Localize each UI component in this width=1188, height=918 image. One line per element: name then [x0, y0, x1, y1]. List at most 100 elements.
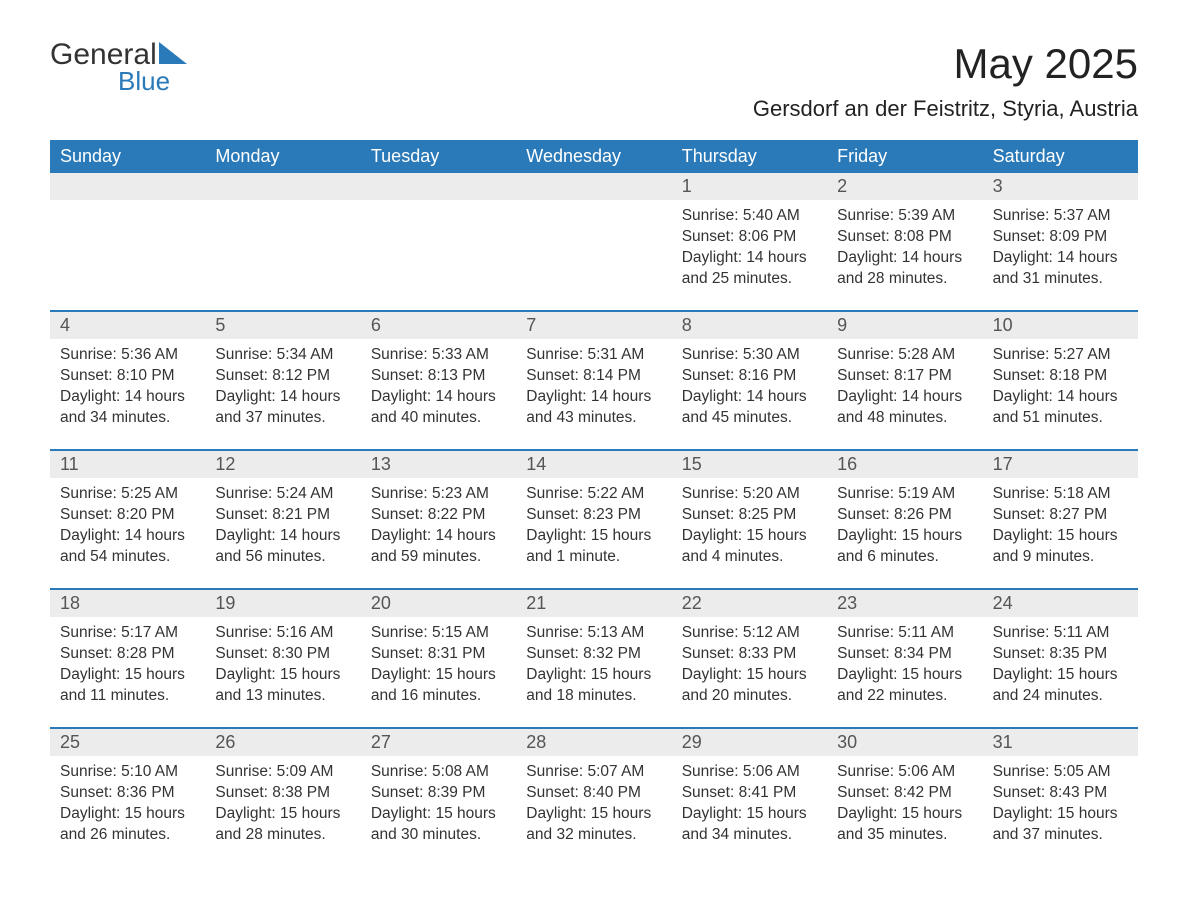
day-number: 21: [516, 590, 671, 617]
weeks-container: 123Sunrise: 5:40 AMSunset: 8:06 PMDaylig…: [50, 173, 1138, 866]
daylight-text: Daylight: 15 hours and 11 minutes.: [60, 665, 195, 707]
day-number: [50, 173, 205, 200]
day-number: 20: [361, 590, 516, 617]
sunset-text: Sunset: 8:08 PM: [837, 227, 972, 248]
day-cell: [50, 200, 205, 310]
day-number: 3: [983, 173, 1138, 200]
sunrise-text: Sunrise: 5:11 AM: [993, 623, 1128, 644]
location-text: Gersdorf an der Feistritz, Styria, Austr…: [753, 96, 1138, 122]
sunset-text: Sunset: 8:31 PM: [371, 644, 506, 665]
sunrise-text: Sunrise: 5:22 AM: [526, 484, 661, 505]
brand-sub: Blue: [118, 66, 187, 97]
day-cell: Sunrise: 5:16 AMSunset: 8:30 PMDaylight:…: [205, 617, 360, 727]
day-number: 1: [672, 173, 827, 200]
daylight-text: Daylight: 14 hours and 25 minutes.: [682, 248, 817, 290]
daylight-text: Daylight: 15 hours and 4 minutes.: [682, 526, 817, 568]
sunset-text: Sunset: 8:42 PM: [837, 783, 972, 804]
sunset-text: Sunset: 8:34 PM: [837, 644, 972, 665]
sunrise-text: Sunrise: 5:33 AM: [371, 345, 506, 366]
sunset-text: Sunset: 8:40 PM: [526, 783, 661, 804]
daylight-text: Daylight: 15 hours and 22 minutes.: [837, 665, 972, 707]
week-row: 11121314151617Sunrise: 5:25 AMSunset: 8:…: [50, 449, 1138, 588]
title-block: May 2025 Gersdorf an der Feistritz, Styr…: [753, 40, 1138, 122]
sunrise-text: Sunrise: 5:05 AM: [993, 762, 1128, 783]
daylight-text: Daylight: 15 hours and 18 minutes.: [526, 665, 661, 707]
sunset-text: Sunset: 8:18 PM: [993, 366, 1128, 387]
day-cell: Sunrise: 5:39 AMSunset: 8:08 PMDaylight:…: [827, 200, 982, 310]
daylight-text: Daylight: 15 hours and 37 minutes.: [993, 804, 1128, 846]
day-number: 18: [50, 590, 205, 617]
weekday-label: Friday: [827, 140, 982, 173]
sunrise-text: Sunrise: 5:11 AM: [837, 623, 972, 644]
daylight-text: Daylight: 15 hours and 6 minutes.: [837, 526, 972, 568]
triangle-icon: [159, 42, 187, 68]
day-cell: Sunrise: 5:06 AMSunset: 8:42 PMDaylight:…: [827, 756, 982, 866]
day-number: 28: [516, 729, 671, 756]
day-cell: Sunrise: 5:06 AMSunset: 8:41 PMDaylight:…: [672, 756, 827, 866]
sunrise-text: Sunrise: 5:37 AM: [993, 206, 1128, 227]
day-cell: Sunrise: 5:22 AMSunset: 8:23 PMDaylight:…: [516, 478, 671, 588]
day-number: 5: [205, 312, 360, 339]
daylight-text: Daylight: 14 hours and 45 minutes.: [682, 387, 817, 429]
sunrise-text: Sunrise: 5:40 AM: [682, 206, 817, 227]
sunrise-text: Sunrise: 5:07 AM: [526, 762, 661, 783]
sunrise-text: Sunrise: 5:10 AM: [60, 762, 195, 783]
daylight-text: Daylight: 14 hours and 54 minutes.: [60, 526, 195, 568]
sunrise-text: Sunrise: 5:06 AM: [682, 762, 817, 783]
day-number: 13: [361, 451, 516, 478]
sunset-text: Sunset: 8:32 PM: [526, 644, 661, 665]
day-cell: Sunrise: 5:09 AMSunset: 8:38 PMDaylight:…: [205, 756, 360, 866]
day-number: 26: [205, 729, 360, 756]
sunrise-text: Sunrise: 5:31 AM: [526, 345, 661, 366]
day-cell: [205, 200, 360, 310]
day-cell: Sunrise: 5:20 AMSunset: 8:25 PMDaylight:…: [672, 478, 827, 588]
week-row: 45678910Sunrise: 5:36 AMSunset: 8:10 PMD…: [50, 310, 1138, 449]
day-cell: Sunrise: 5:40 AMSunset: 8:06 PMDaylight:…: [672, 200, 827, 310]
weekday-label: Sunday: [50, 140, 205, 173]
day-number: 11: [50, 451, 205, 478]
day-cell: Sunrise: 5:08 AMSunset: 8:39 PMDaylight:…: [361, 756, 516, 866]
sunrise-text: Sunrise: 5:15 AM: [371, 623, 506, 644]
day-number: [361, 173, 516, 200]
daylight-text: Daylight: 14 hours and 59 minutes.: [371, 526, 506, 568]
daylight-text: Daylight: 14 hours and 51 minutes.: [993, 387, 1128, 429]
day-cell: [361, 200, 516, 310]
day-number: 23: [827, 590, 982, 617]
day-number: 4: [50, 312, 205, 339]
daylight-text: Daylight: 15 hours and 32 minutes.: [526, 804, 661, 846]
sunrise-text: Sunrise: 5:20 AM: [682, 484, 817, 505]
sunset-text: Sunset: 8:27 PM: [993, 505, 1128, 526]
day-number: 9: [827, 312, 982, 339]
day-cell: Sunrise: 5:28 AMSunset: 8:17 PMDaylight:…: [827, 339, 982, 449]
sunrise-text: Sunrise: 5:17 AM: [60, 623, 195, 644]
day-cell: Sunrise: 5:34 AMSunset: 8:12 PMDaylight:…: [205, 339, 360, 449]
daylight-text: Daylight: 15 hours and 1 minute.: [526, 526, 661, 568]
day-cell: Sunrise: 5:23 AMSunset: 8:22 PMDaylight:…: [361, 478, 516, 588]
sunrise-text: Sunrise: 5:30 AM: [682, 345, 817, 366]
sunrise-text: Sunrise: 5:19 AM: [837, 484, 972, 505]
sunset-text: Sunset: 8:14 PM: [526, 366, 661, 387]
sunset-text: Sunset: 8:30 PM: [215, 644, 350, 665]
day-cell: Sunrise: 5:10 AMSunset: 8:36 PMDaylight:…: [50, 756, 205, 866]
day-number: 8: [672, 312, 827, 339]
sunset-text: Sunset: 8:21 PM: [215, 505, 350, 526]
sunset-text: Sunset: 8:06 PM: [682, 227, 817, 248]
day-number: 6: [361, 312, 516, 339]
day-cell: Sunrise: 5:12 AMSunset: 8:33 PMDaylight:…: [672, 617, 827, 727]
day-cell: Sunrise: 5:17 AMSunset: 8:28 PMDaylight:…: [50, 617, 205, 727]
day-cell: Sunrise: 5:36 AMSunset: 8:10 PMDaylight:…: [50, 339, 205, 449]
sunrise-text: Sunrise: 5:08 AM: [371, 762, 506, 783]
weekday-label: Thursday: [672, 140, 827, 173]
daylight-text: Daylight: 14 hours and 40 minutes.: [371, 387, 506, 429]
sunset-text: Sunset: 8:16 PM: [682, 366, 817, 387]
weekday-label: Wednesday: [516, 140, 671, 173]
daylight-text: Daylight: 15 hours and 28 minutes.: [215, 804, 350, 846]
daylight-text: Daylight: 15 hours and 24 minutes.: [993, 665, 1128, 707]
daylight-text: Daylight: 15 hours and 35 minutes.: [837, 804, 972, 846]
day-cell: Sunrise: 5:19 AMSunset: 8:26 PMDaylight:…: [827, 478, 982, 588]
day-number: 16: [827, 451, 982, 478]
daylight-text: Daylight: 15 hours and 9 minutes.: [993, 526, 1128, 568]
sunset-text: Sunset: 8:43 PM: [993, 783, 1128, 804]
daylight-text: Daylight: 15 hours and 13 minutes.: [215, 665, 350, 707]
day-number: 15: [672, 451, 827, 478]
